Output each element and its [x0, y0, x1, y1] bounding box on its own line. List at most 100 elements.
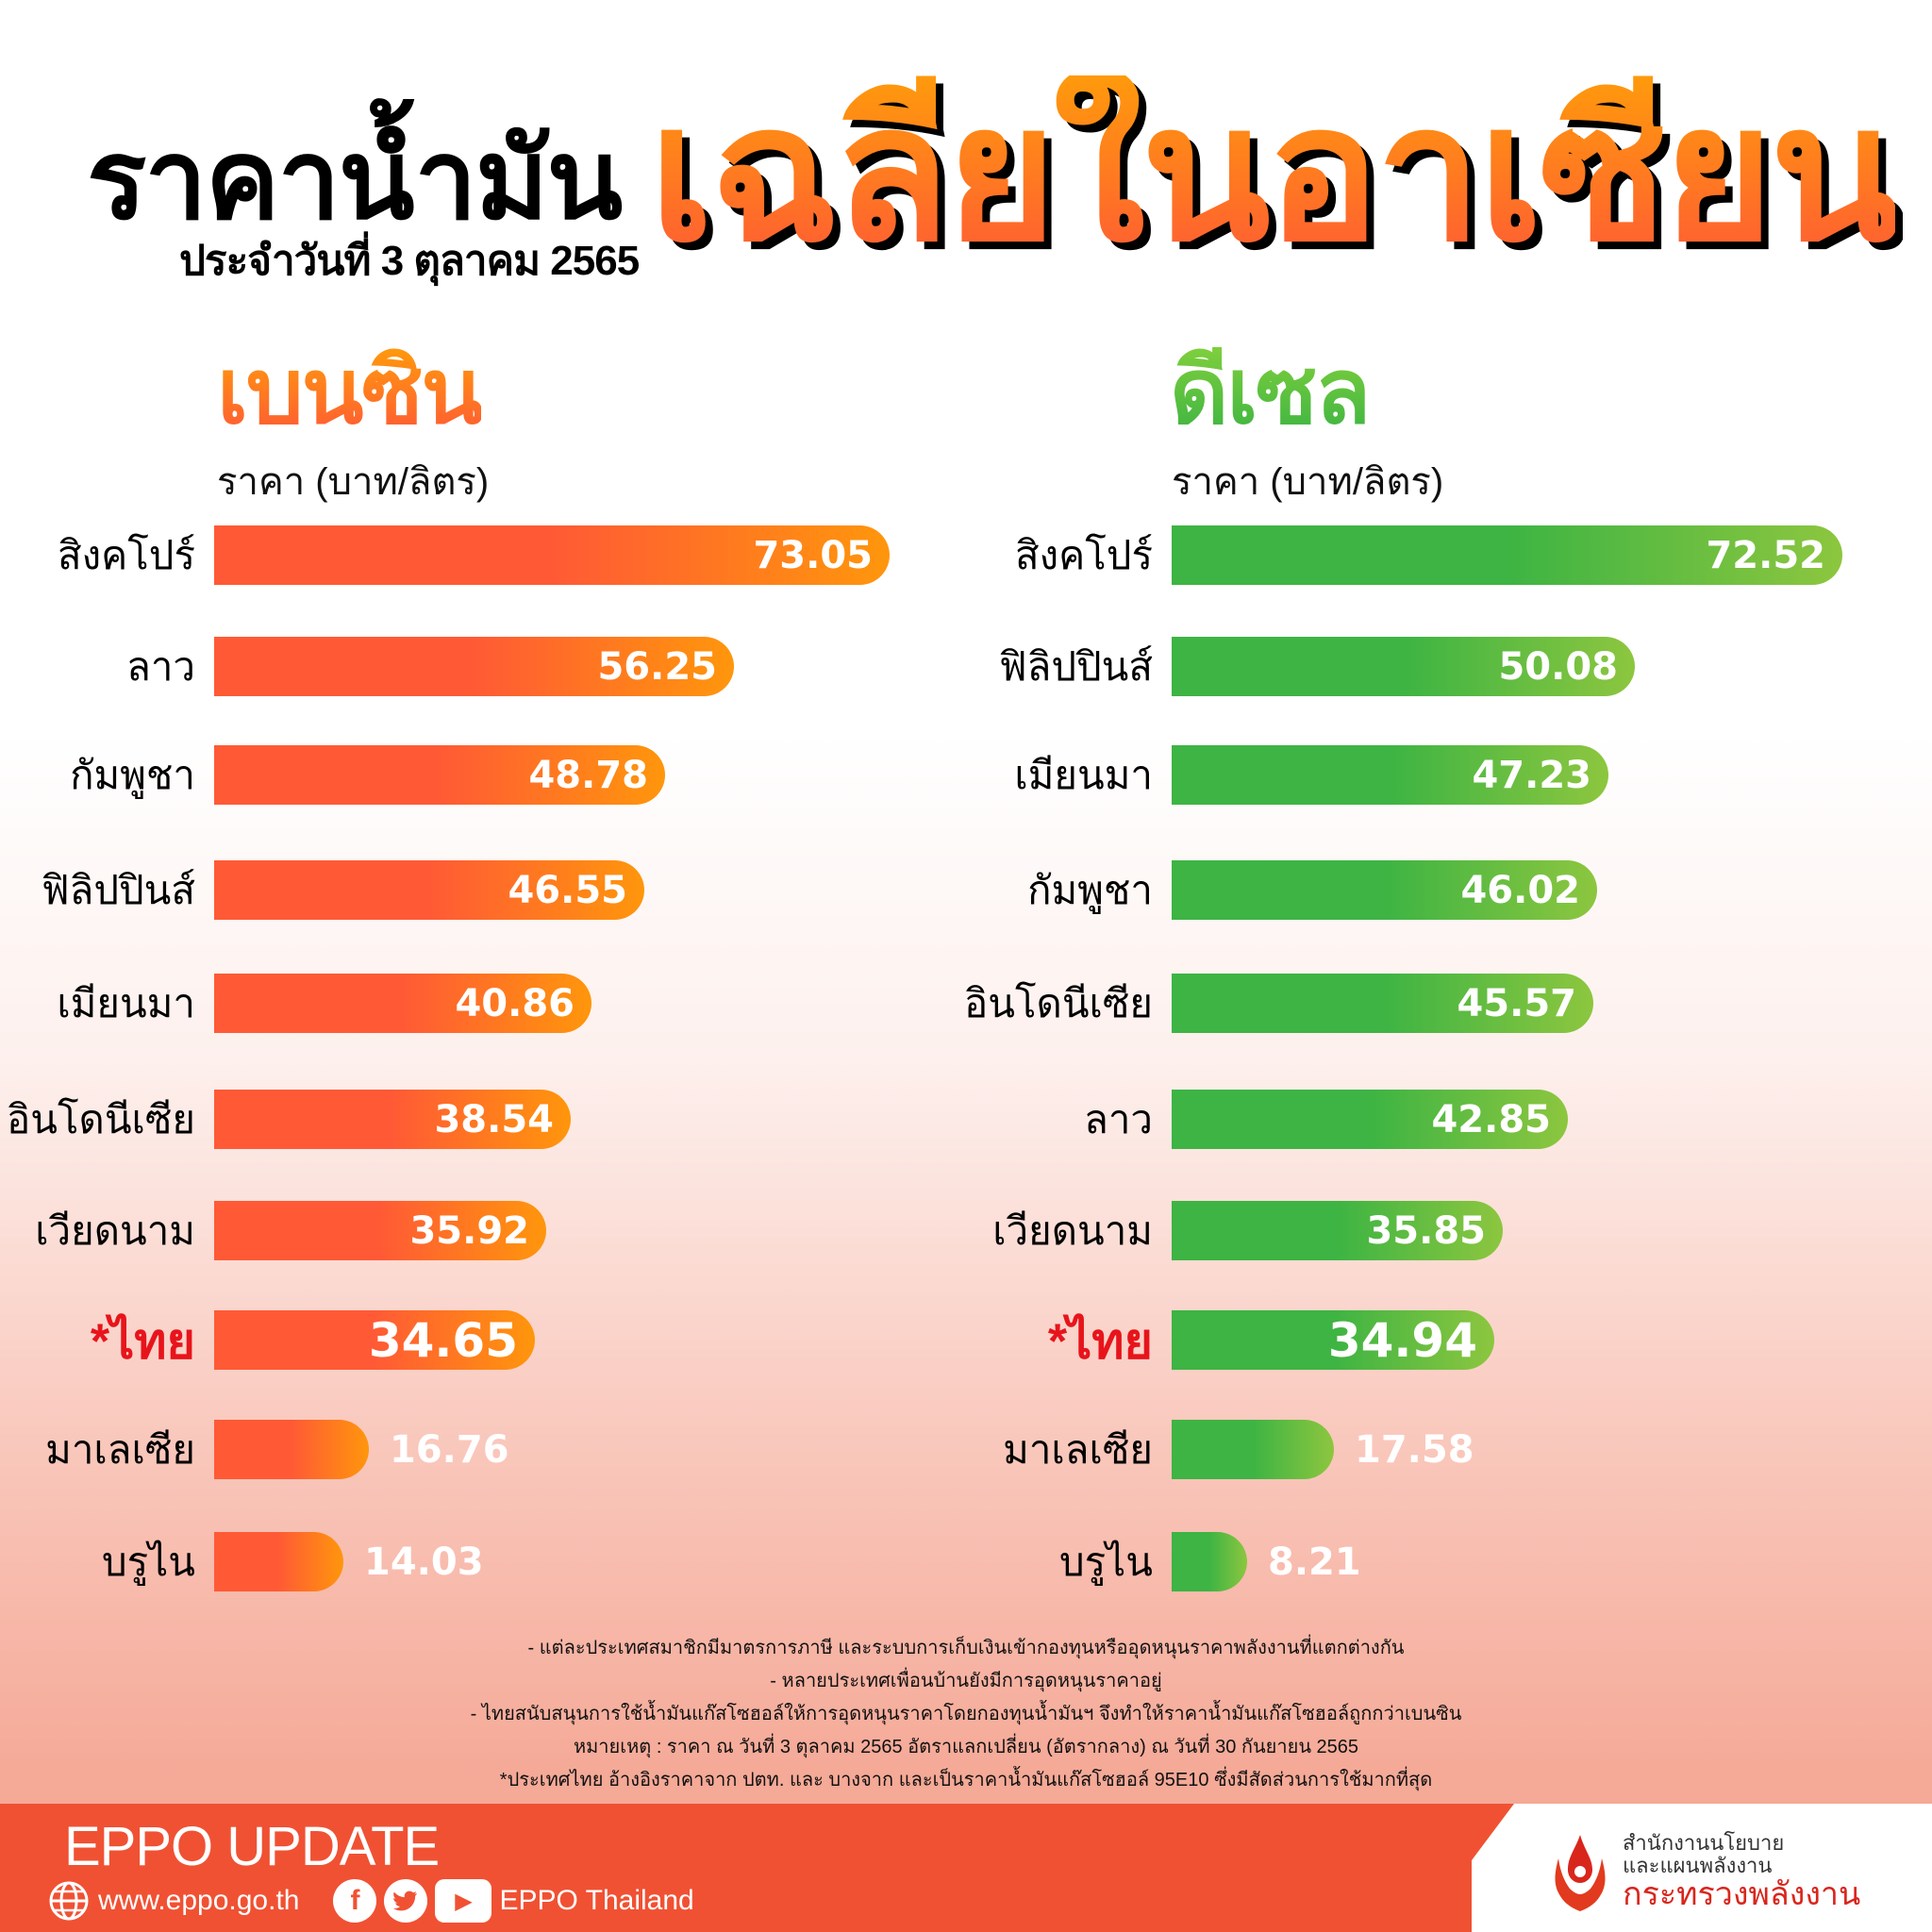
diesel-bar-row: บรูไน 8.21 — [1059, 1532, 1361, 1591]
price-value: 40.86 — [455, 981, 575, 1025]
petrol-bar — [214, 745, 665, 805]
petrol-bar-row: ลาว 56.25 — [126, 637, 734, 696]
petrol-bar — [214, 974, 591, 1033]
petrol-bar-row: มาเลเซีย 16.76 — [45, 1420, 509, 1479]
footnote-line: หมายเหตุ : ราคา ณ วันที่ 3 ตุลาคม 2565 อ… — [573, 1737, 1359, 1757]
diesel-bar-row: สิงคโปร์ 72.52 — [1015, 525, 1842, 585]
petrol-bar — [214, 637, 734, 696]
org-name-line1: สำนักงานนโยบาย — [1623, 1831, 1785, 1856]
diesel-bar — [1172, 1310, 1494, 1370]
country-label: ลาว — [1084, 1096, 1153, 1141]
petrol-bar — [214, 860, 644, 920]
price-value: 16.76 — [390, 1427, 509, 1472]
petrol-bar-row: ฟิลิปปินส์ 46.55 — [42, 860, 644, 920]
social-account-name[interactable]: EPPO Thailand — [499, 1885, 694, 1916]
diesel-bar — [1172, 745, 1608, 805]
footer-logo-panel — [1472, 1804, 1932, 1932]
footer-brand: EPPO UPDATE — [64, 1816, 440, 1877]
diesel-bar-row: ลาว 42.85 — [1084, 1090, 1568, 1149]
diesel-bar — [1172, 637, 1635, 696]
twitter-icon[interactable] — [384, 1879, 428, 1923]
price-value: 34.94 — [1327, 1312, 1477, 1368]
price-value: 73.05 — [753, 533, 873, 577]
price-value: 35.85 — [1366, 1208, 1486, 1253]
facebook-icon[interactable]: f — [333, 1879, 377, 1923]
website-link[interactable]: www.eppo.go.th — [98, 1885, 300, 1916]
page-title-highlight: เฉลี่ยในอาเซียน — [649, 69, 1899, 279]
petrol-bar-row: อินโดนีเซีย 38.54 — [7, 1090, 571, 1149]
org-name-line3: กระทรวงพลังงาน — [1623, 1876, 1861, 1913]
country-label: สิงคโปร์ — [1014, 532, 1153, 577]
globe-icon — [47, 1879, 91, 1923]
footer-social-row: www.eppo.go.th f ▶ EPPO Thailand — [47, 1879, 694, 1923]
footnote-line: - หลายประเทศเพื่อนบ้านยังมีการอุดหนุนราค… — [770, 1671, 1162, 1691]
diesel-bar-row: อินโดนีเซีย 45.57 — [964, 974, 1593, 1033]
petrol-bar — [214, 1532, 343, 1591]
diesel-unit-label: ราคา (บาท/ลิตร) — [1172, 461, 1444, 503]
youtube-icon[interactable]: ▶ — [435, 1879, 492, 1923]
petrol-bar — [214, 1310, 535, 1370]
petrol-unit-label: ราคา (บาท/ลิตร) — [217, 461, 490, 503]
footnote-line: *ประเทศไทย อ้างอิงราคาจาก ปตท. และ บางจา… — [499, 1770, 1433, 1790]
price-value: 8.21 — [1268, 1540, 1361, 1584]
price-value: 38.54 — [434, 1097, 554, 1141]
petrol-bar — [214, 1420, 369, 1479]
price-value: 14.03 — [364, 1540, 484, 1584]
price-value: 46.02 — [1460, 868, 1580, 912]
petrol-bar-row: บรูไน 14.03 — [102, 1532, 484, 1591]
diesel-bar — [1172, 1420, 1334, 1479]
country-label: เวียดนาม — [35, 1208, 195, 1253]
country-label: บรูไน — [1058, 1539, 1153, 1584]
diesel-bar — [1172, 1201, 1503, 1260]
diesel-bar — [1172, 525, 1842, 585]
price-value: 46.55 — [508, 868, 627, 912]
price-value: 35.92 — [409, 1208, 529, 1253]
price-value: 48.78 — [528, 753, 648, 797]
country-label: กัมพูชา — [1027, 867, 1153, 912]
petrol-bar — [214, 525, 890, 585]
country-label: กัมพูชา — [70, 752, 195, 797]
page-title-main: ราคาน้ำมัน — [87, 118, 623, 242]
country-label: มาเลเซีย — [1003, 1426, 1153, 1472]
diesel-bar-row: เวียดนาม 35.85 — [992, 1201, 1503, 1260]
flame-emblem-icon — [1555, 1835, 1606, 1911]
page-subtitle-date: ประจำวันที่ 3 ตุลาคม 2565 — [179, 238, 640, 284]
footnote-line: - ไทยสนับสนุนการใช้น้ำมันแก๊สโซฮอล์ให้กา… — [470, 1704, 1462, 1724]
petrol-bar-row: เวียดนาม 35.92 — [35, 1201, 546, 1260]
price-value: 17.58 — [1355, 1427, 1474, 1472]
country-label: เมียนมา — [57, 980, 195, 1025]
footnotes: - แต่ละประเทศสมาชิกมีมาตรการภาษี และระบบ… — [0, 1632, 1932, 1797]
price-value: 72.52 — [1706, 533, 1825, 577]
country-label: ฟิลิปปินส์ — [41, 867, 195, 912]
country-label: สิงคโปร์ — [57, 532, 195, 577]
diesel-bar — [1172, 1532, 1247, 1591]
price-value: 47.23 — [1472, 753, 1591, 797]
country-label: อินโดนีเซีย — [964, 980, 1153, 1025]
petrol-bar-row: กัมพูชา 48.78 — [70, 745, 665, 805]
country-label: *ไทย — [90, 1314, 195, 1369]
country-label: ลาว — [126, 643, 195, 689]
country-label: บรูไน — [101, 1539, 195, 1584]
petrol-bar — [214, 1090, 571, 1149]
footnote-line: - แต่ละประเทศสมาชิกมีมาตรการภาษี และระบบ… — [527, 1638, 1405, 1658]
price-value: 45.57 — [1457, 981, 1576, 1025]
country-label: เมียนมา — [1014, 752, 1153, 797]
diesel-bar-row: เมียนมา 47.23 — [1014, 745, 1608, 805]
petrol-bar-row: เมียนมา 40.86 — [57, 974, 591, 1033]
diesel-bar — [1172, 860, 1597, 920]
price-value: 34.65 — [368, 1312, 518, 1368]
petrol-heading: เบนซิน — [217, 341, 483, 442]
petrol-bar-row: สิงคโปร์ 73.05 — [58, 525, 890, 585]
diesel-bar — [1172, 1090, 1568, 1149]
price-value: 50.08 — [1498, 644, 1618, 689]
country-label: *ไทย — [1047, 1314, 1153, 1369]
price-value: 56.25 — [597, 644, 717, 689]
org-name-line2: และแผนพลังงาน — [1623, 1854, 1773, 1878]
petrol-bar-row: *ไทย 34.65 — [91, 1310, 535, 1370]
diesel-bar-row: *ไทย 34.94 — [1048, 1310, 1494, 1370]
diesel-bar — [1172, 974, 1593, 1033]
diesel-bar-row: มาเลเซีย 17.58 — [1003, 1420, 1474, 1479]
diesel-bar-row: กัมพูชา 46.02 — [1027, 860, 1597, 920]
country-label: ฟิลิปปินส์ — [998, 643, 1153, 689]
diesel-heading: ดีเซล — [1170, 341, 1371, 442]
